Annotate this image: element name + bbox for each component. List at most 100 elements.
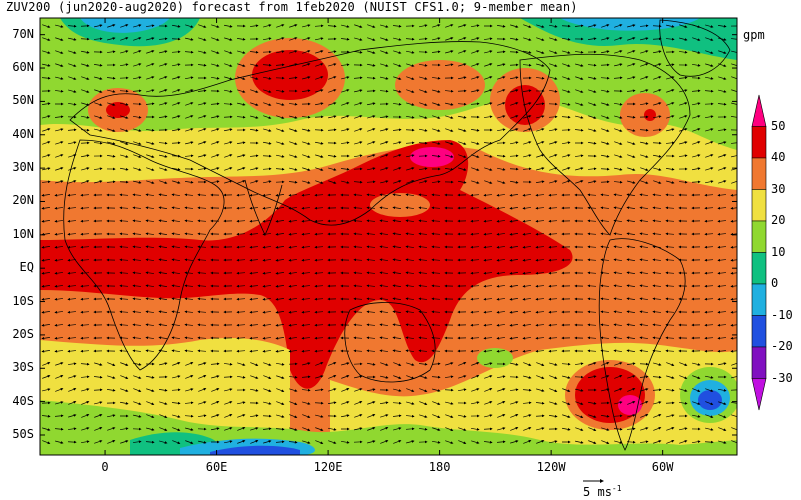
wind-vector bbox=[536, 167, 545, 171]
wind-vector bbox=[146, 154, 155, 158]
wind-vector bbox=[107, 37, 116, 41]
wind-vector bbox=[640, 50, 649, 54]
wind-vector bbox=[42, 37, 51, 41]
field-samerica-magenta bbox=[618, 395, 642, 415]
wind-vector bbox=[210, 76, 220, 80]
wind-vector bbox=[224, 37, 233, 41]
wind-vector bbox=[562, 76, 571, 80]
wind-vector bbox=[679, 37, 688, 41]
wind-vector bbox=[718, 76, 727, 80]
wind-vector bbox=[588, 128, 597, 132]
wind-vector bbox=[497, 115, 506, 119]
field-high-europe-red bbox=[106, 102, 130, 118]
wind-vector bbox=[626, 193, 636, 197]
wind-vector bbox=[107, 141, 116, 145]
wind-vector bbox=[302, 154, 311, 158]
wind-vector bbox=[263, 89, 272, 93]
wind-vector bbox=[549, 37, 558, 41]
field-high-asia-orange bbox=[395, 60, 485, 110]
wind-vector bbox=[380, 154, 389, 158]
wind-vector bbox=[250, 89, 259, 93]
wind-vector bbox=[419, 180, 428, 184]
wind-vector bbox=[353, 50, 363, 54]
wind-vector bbox=[171, 141, 181, 145]
wind-vector bbox=[419, 89, 428, 93]
wind-vector bbox=[237, 167, 246, 171]
wind-vector bbox=[536, 24, 545, 28]
wind-vector bbox=[614, 115, 623, 119]
wind-vector bbox=[731, 167, 737, 171]
wind-vector bbox=[406, 89, 415, 93]
wind-vector bbox=[432, 37, 441, 41]
wind-vector bbox=[496, 24, 506, 28]
wind-vector bbox=[262, 167, 272, 171]
wind-vector bbox=[730, 206, 737, 210]
wind-vector bbox=[522, 89, 532, 93]
lat-label: 70N bbox=[12, 26, 34, 41]
wind-vector bbox=[41, 180, 51, 184]
wind-vector bbox=[340, 141, 350, 145]
wind-vector bbox=[276, 37, 285, 41]
wind-vector bbox=[653, 167, 662, 171]
wind-vector bbox=[276, 141, 285, 145]
wind-vector bbox=[509, 193, 519, 197]
lat-label: 40N bbox=[12, 126, 34, 141]
wind-vector bbox=[431, 180, 441, 184]
wind-vector bbox=[81, 180, 90, 184]
wind-vector bbox=[302, 180, 311, 184]
wind-vector bbox=[458, 154, 467, 158]
wind-vector bbox=[510, 128, 519, 132]
wind-vector bbox=[640, 89, 649, 93]
wind-vector bbox=[158, 37, 168, 41]
wind-vector bbox=[119, 89, 129, 93]
wind-vector bbox=[522, 167, 532, 171]
wind-vector bbox=[627, 167, 636, 171]
wind-vector bbox=[133, 76, 142, 80]
wind-vector bbox=[54, 206, 64, 210]
wind-vector bbox=[107, 128, 116, 132]
wind-vector bbox=[354, 115, 363, 119]
wind-vector bbox=[652, 193, 662, 197]
wind-vector bbox=[41, 76, 51, 80]
wind-vector bbox=[470, 102, 480, 106]
wind-vector bbox=[575, 102, 584, 106]
wind-vector bbox=[68, 76, 77, 80]
wind-vector bbox=[614, 141, 623, 145]
wind-vector bbox=[471, 63, 480, 67]
wind-vector bbox=[406, 115, 415, 119]
wind-vector bbox=[42, 50, 51, 54]
wind-vector bbox=[445, 50, 454, 54]
wind-vector bbox=[224, 154, 233, 158]
wind-vector bbox=[731, 180, 737, 184]
wind-vector bbox=[418, 37, 428, 41]
wind-vector bbox=[730, 141, 737, 145]
colorbar-segment bbox=[751, 189, 767, 222]
wind-vector bbox=[107, 102, 116, 106]
wind-vector bbox=[366, 180, 376, 184]
wind-vector bbox=[458, 50, 467, 54]
wind-vector bbox=[81, 154, 90, 158]
wind-vector bbox=[692, 37, 701, 41]
wind-vector bbox=[653, 89, 662, 93]
wind-vector bbox=[705, 115, 714, 119]
wind-vector bbox=[81, 102, 90, 106]
wind-vector bbox=[731, 63, 737, 67]
wind-vector bbox=[614, 50, 623, 54]
wind-vector bbox=[224, 180, 233, 184]
wind-vector bbox=[600, 193, 610, 197]
wind-vector bbox=[211, 128, 220, 132]
wind-vector bbox=[665, 37, 675, 41]
wind-vector bbox=[405, 206, 415, 210]
wind-vector bbox=[197, 219, 207, 223]
wind-vector bbox=[94, 102, 103, 106]
wind-vector bbox=[692, 167, 701, 171]
wind-vector bbox=[393, 50, 402, 54]
wind-vector bbox=[484, 154, 493, 158]
wind-vector bbox=[185, 37, 194, 41]
wind-vector bbox=[262, 37, 272, 41]
wind-vector bbox=[497, 89, 506, 93]
wind-vector bbox=[42, 154, 51, 158]
wind-vector bbox=[211, 167, 220, 171]
wind-vector bbox=[120, 24, 129, 28]
